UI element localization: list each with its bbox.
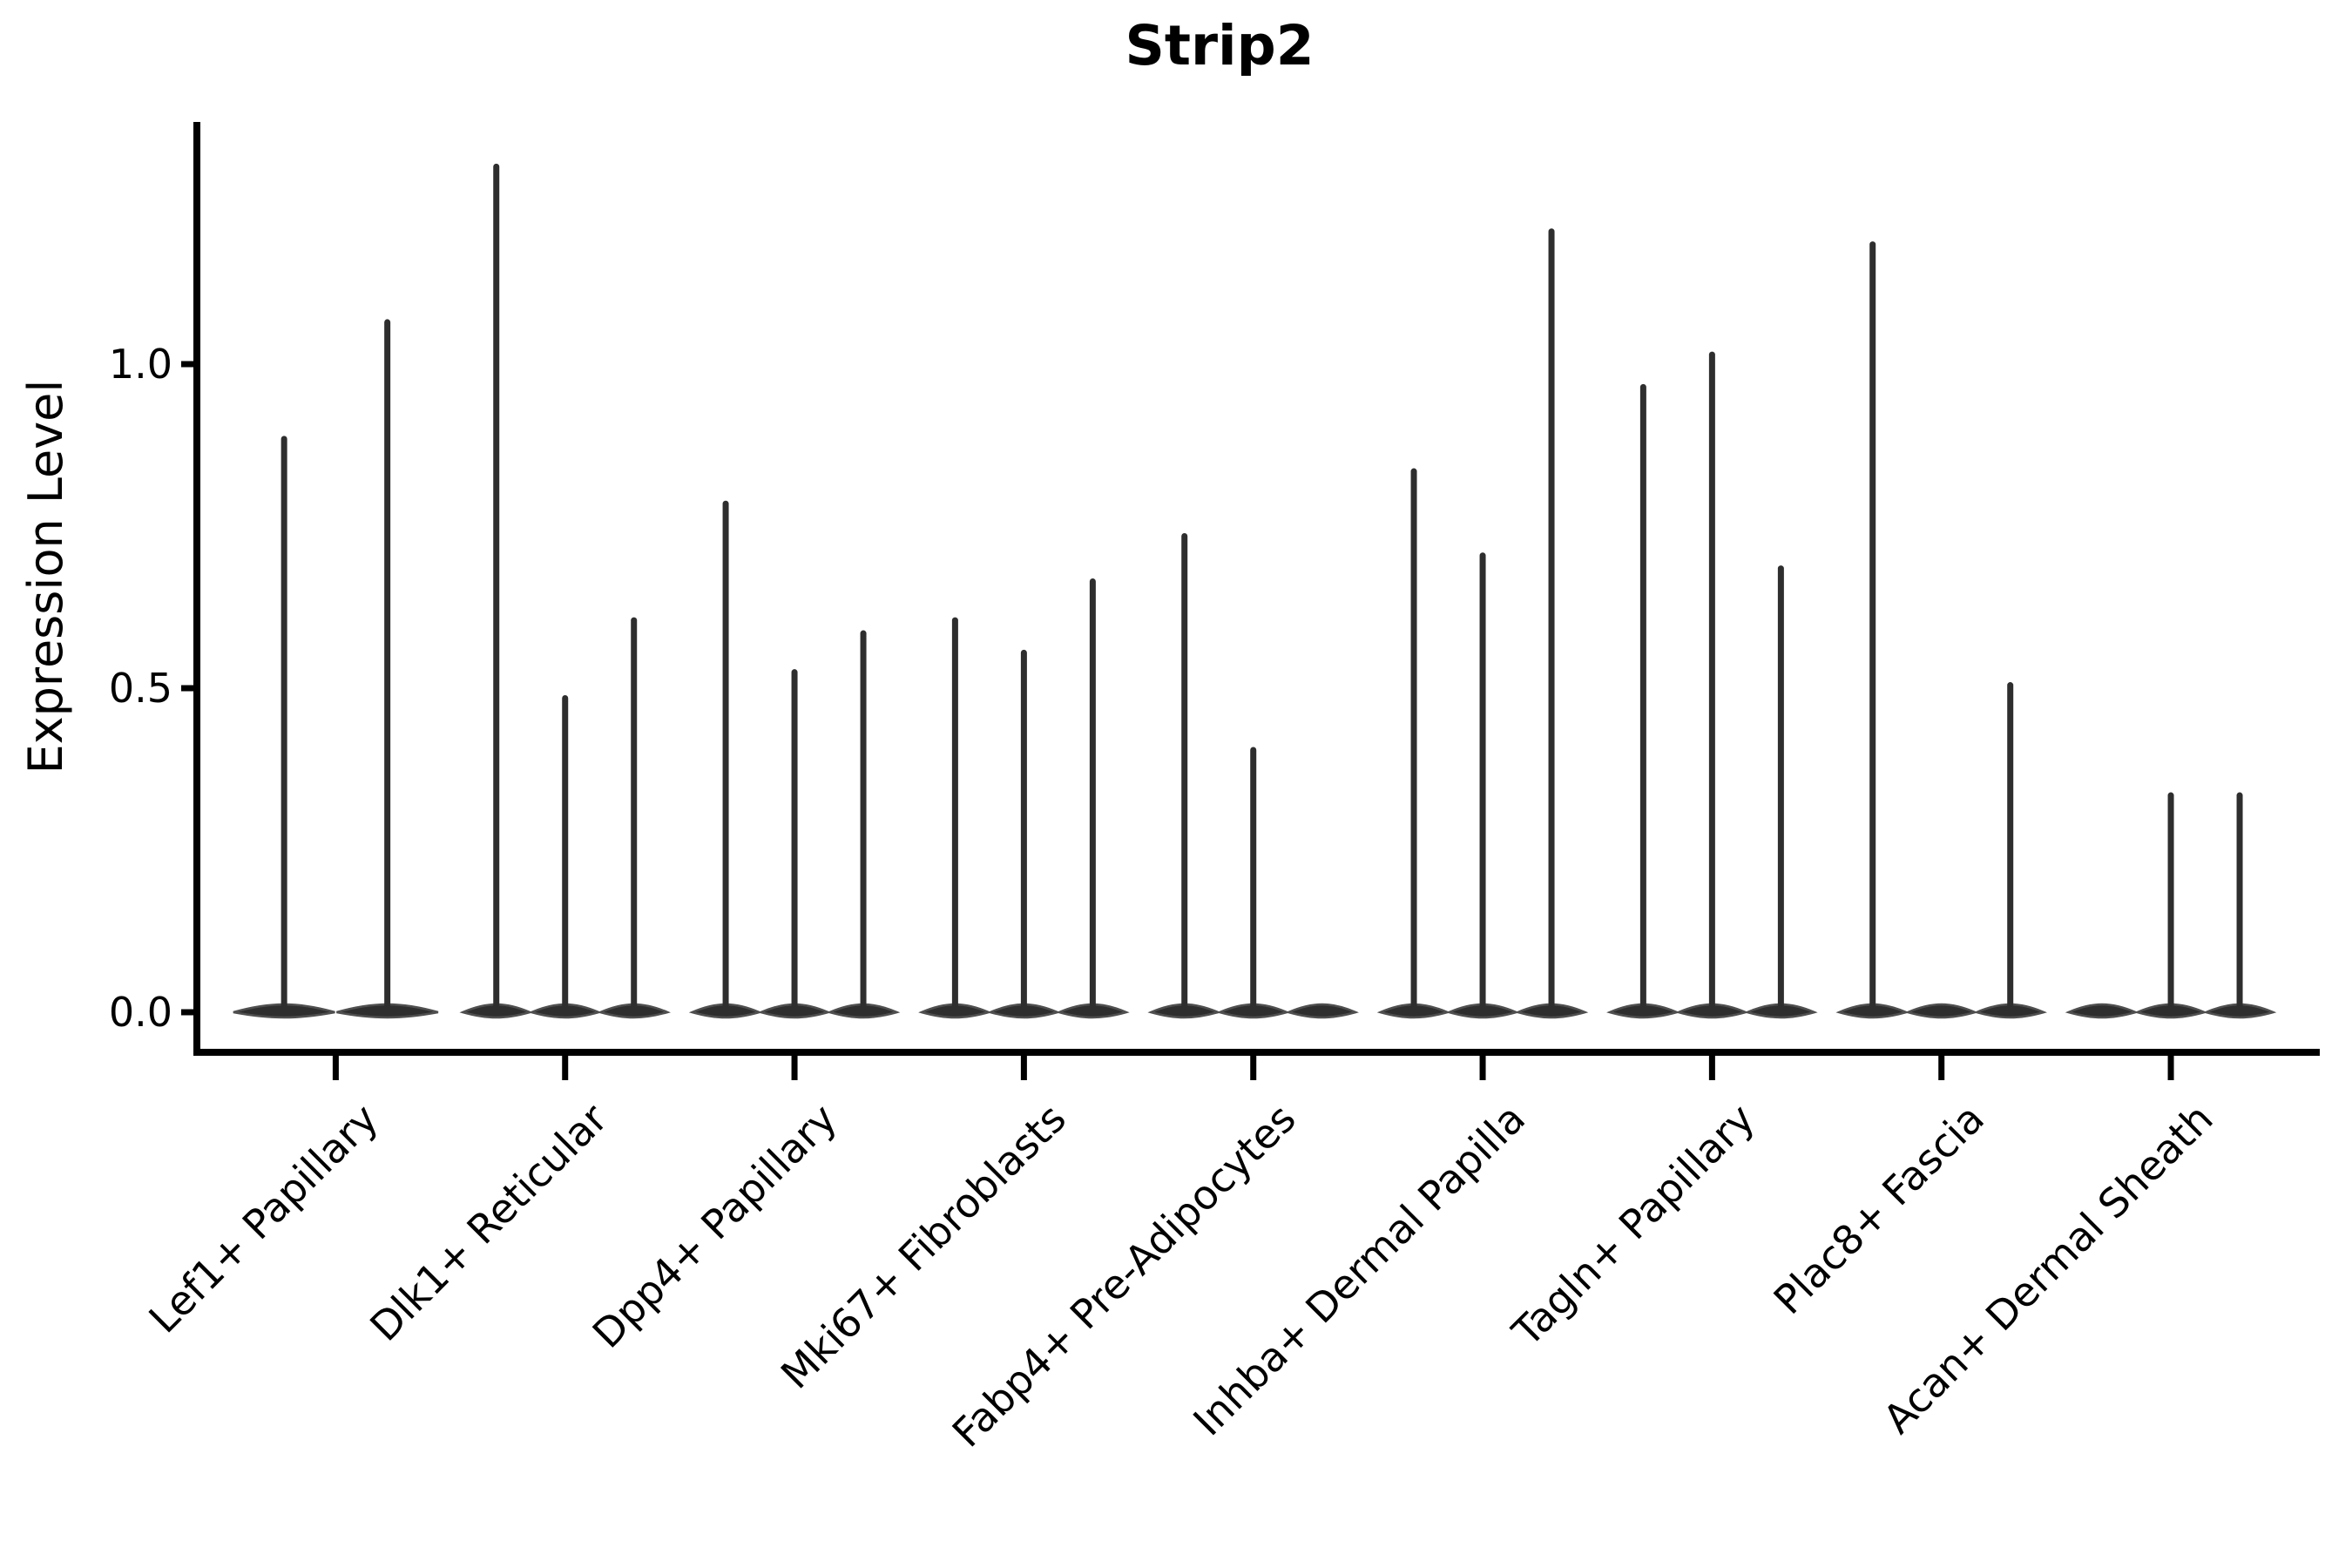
- y-tick-label: 1.0: [108, 341, 172, 388]
- y-tick-label: 0.5: [108, 665, 172, 712]
- y-tick-label: 0.0: [108, 989, 172, 1036]
- violin-base: [1904, 1003, 1978, 1019]
- violin-base: [1285, 1003, 1359, 1019]
- violin-base: [2065, 1003, 2139, 1019]
- chart-title: Strip2: [1125, 14, 1315, 78]
